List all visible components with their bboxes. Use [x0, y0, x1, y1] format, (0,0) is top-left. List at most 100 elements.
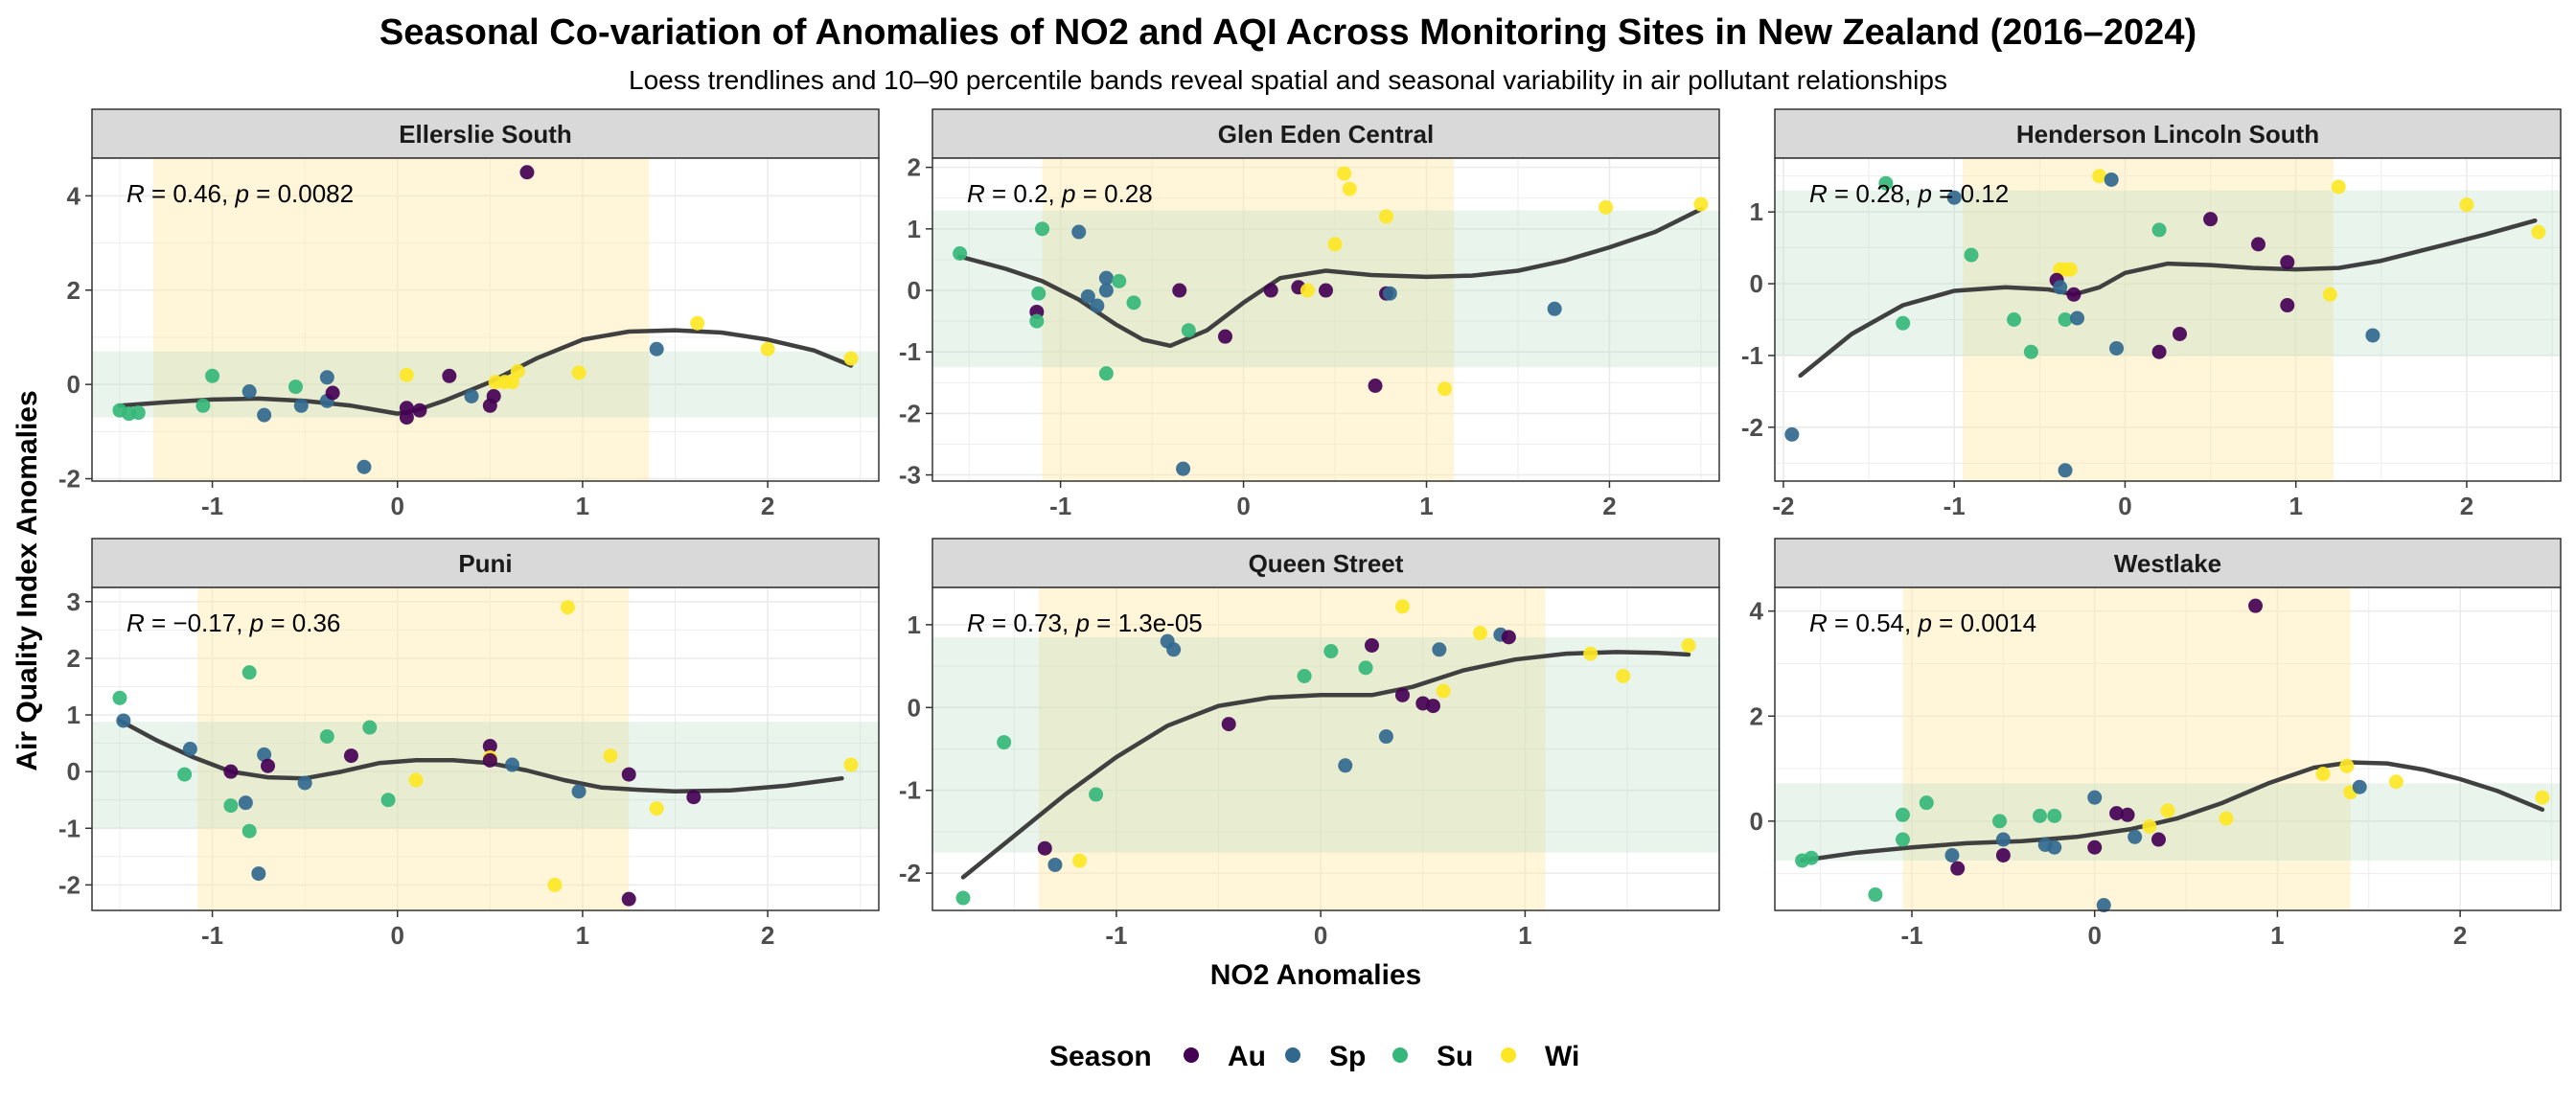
data-point: [2459, 197, 2474, 213]
data-point: [2092, 169, 2107, 184]
facet-panel: Queen Street R = 0.73, p = 1.3e-05 -1 0 1 -2 -…: [899, 538, 1720, 950]
panel-background: [92, 158, 879, 481]
data-point: [1337, 166, 1352, 181]
data-point: [1035, 221, 1050, 237]
data-point: [288, 380, 303, 395]
data-point: [442, 368, 457, 383]
x-percentile-band: [197, 587, 630, 910]
legend-label-au: Au: [1228, 1041, 1266, 1072]
y-tick-label: -2: [58, 465, 80, 494]
y-tick-label: -1: [899, 776, 921, 805]
data-point: [2087, 840, 2103, 855]
data-point: [177, 767, 193, 782]
x-tick-label: -1: [1900, 921, 1922, 950]
data-point: [319, 728, 334, 744]
data-point: [2365, 328, 2380, 343]
data-point: [2023, 344, 2038, 359]
data-point: [547, 877, 563, 892]
data-point: [1300, 283, 1315, 298]
data-point: [1896, 315, 1911, 331]
data-point: [1364, 637, 1379, 653]
data-point: [1047, 857, 1063, 872]
data-point: [2531, 224, 2546, 240]
data-point: [621, 891, 636, 907]
y-tick-label: 0: [1750, 269, 1763, 298]
y-tick-label: 4: [67, 181, 81, 210]
x-tick-label: 1: [2270, 921, 2284, 950]
panel-border: [1774, 586, 2562, 911]
data-point: [2096, 898, 2111, 913]
x-tick-label: 1: [576, 921, 589, 950]
data-point: [1583, 646, 1598, 661]
data-point: [1964, 247, 1979, 263]
data-point: [1112, 273, 1127, 288]
data-point: [2109, 340, 2125, 356]
panel-grid: [932, 158, 1719, 481]
data-point: [1172, 283, 1187, 298]
y-tick-label: -1: [58, 814, 80, 842]
data-point: [223, 764, 239, 779]
panels-group: Ellerslie South R = 0.46, p = 0.0082 -1 0 1 2…: [58, 108, 2562, 950]
data-point: [2007, 312, 2022, 327]
data-point: [2151, 344, 2167, 359]
data-point: [2248, 598, 2264, 613]
data-point: [505, 375, 520, 390]
data-point: [571, 365, 586, 380]
data-point: [505, 757, 520, 772]
data-point: [571, 784, 586, 799]
data-point: [2087, 790, 2103, 805]
chart-title: Seasonal Co-variation of Anomalies of NO…: [380, 12, 2196, 53]
data-point: [1693, 196, 1709, 212]
correlation-label: R = 0.46, p = 0.0082: [126, 179, 354, 208]
data-point: [1297, 668, 1312, 683]
panel-border: [91, 586, 880, 911]
y-axis-title: Air Quality Index Anomalies: [12, 390, 43, 770]
x-tick-label: 2: [761, 492, 774, 520]
legend-label-wi: Wi: [1545, 1041, 1579, 1072]
y-tick-label: -1: [899, 337, 921, 366]
data-point: [2120, 807, 2135, 822]
data-point: [112, 690, 127, 705]
y-tick-label: 0: [67, 757, 80, 786]
facet-panel: Ellerslie South R = 0.46, p = 0.0082 -1 0 1 2…: [58, 108, 880, 520]
facet-strip: [91, 538, 880, 588]
data-point: [1378, 729, 1393, 745]
y-tick-label: 1: [908, 215, 921, 243]
data-point: [205, 368, 220, 383]
data-point: [1072, 853, 1088, 868]
data-point: [1950, 861, 1966, 876]
data-point: [399, 367, 414, 382]
data-point: [1031, 286, 1046, 301]
facet-strip-label: Westlake: [2114, 549, 2221, 578]
data-point: [1919, 795, 1934, 811]
chart-subtitle: Loess trendlines and 10–90 percentile ba…: [629, 65, 1947, 95]
data-point: [953, 245, 968, 261]
data-point: [510, 363, 525, 379]
data-point: [1098, 270, 1114, 286]
data-point: [2150, 832, 2166, 847]
data-point: [242, 665, 257, 680]
x-tick-label: 0: [2087, 921, 2101, 950]
legend-key-sp: [1285, 1047, 1300, 1063]
legend-key-su: [1392, 1047, 1408, 1063]
x-tick-label: -1: [1049, 492, 1071, 520]
data-point: [1394, 599, 1410, 614]
data-point: [1944, 847, 1960, 862]
data-point: [1080, 288, 1095, 304]
data-point: [242, 823, 257, 839]
data-point: [2047, 808, 2062, 823]
data-point: [621, 767, 636, 782]
data-point: [362, 720, 378, 735]
data-point: [997, 735, 1012, 750]
legend: Season Au Sp Su Wi: [1049, 1041, 1579, 1072]
correlation-label: R = 0.73, p = 1.3e-05: [967, 609, 1203, 637]
data-point: [1382, 286, 1397, 301]
y-tick-label: -2: [899, 859, 921, 887]
data-point: [649, 341, 664, 356]
legend-label-sp: Sp: [1329, 1041, 1366, 1072]
facet-strip: [1774, 538, 2562, 588]
data-point: [649, 801, 664, 816]
x-percentile-band: [1038, 587, 1546, 910]
loess-trendline: [1798, 218, 2538, 379]
